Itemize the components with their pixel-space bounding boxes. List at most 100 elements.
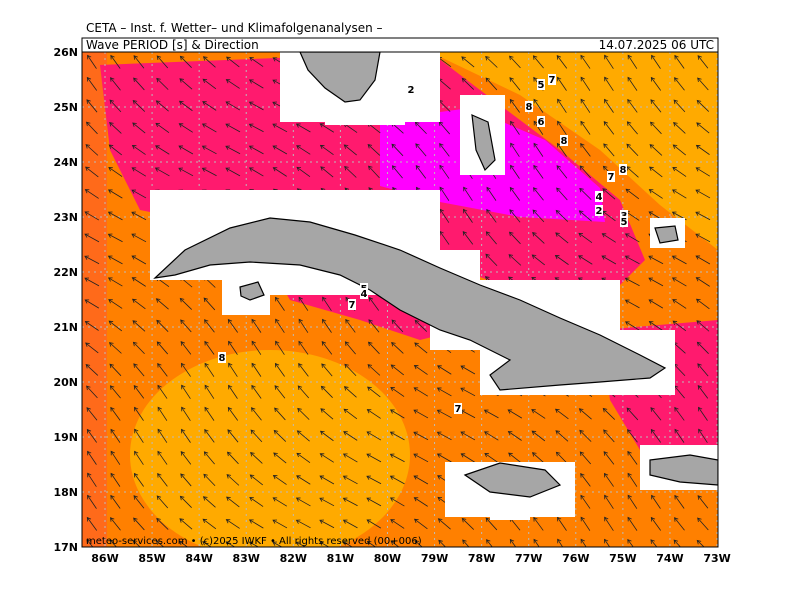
arrow [532,55,544,69]
arrow [390,387,405,397]
arrow [674,428,685,443]
arrow [179,78,193,90]
arrow [554,254,569,265]
arrow [486,186,497,201]
arrow [510,120,520,135]
header-line: CETA – Inst. f. Wetter– und Klimafolgena… [86,21,383,35]
contour-label-bg [218,352,226,363]
arrow [178,145,194,155]
land [153,52,718,498]
arrow [251,318,262,333]
arrow [343,431,358,441]
arrow [626,121,638,135]
arrow [695,277,710,287]
lat-label: 25N [53,101,78,114]
arrow [533,98,544,113]
arrow [698,428,708,443]
arrow [84,299,100,309]
arrow [156,341,169,355]
arrow [507,431,522,441]
arrow [627,76,638,91]
arrow [248,167,264,177]
arrow [648,321,663,331]
arrow [695,255,711,265]
arrow [509,209,521,223]
arrow [648,255,664,265]
arrow [84,277,100,287]
arrow [462,539,470,547]
arrow [157,384,168,399]
arrow [226,56,240,68]
arrow [298,340,309,355]
arrow [342,497,358,507]
arrow [131,167,147,177]
arrow [437,518,451,530]
arrow [555,209,569,222]
contour-label-bg [537,79,545,90]
arrow [697,517,709,531]
arrow [85,144,99,156]
arrow [203,297,216,311]
arrow [533,164,544,179]
arrow [110,428,121,443]
arrow [604,98,614,113]
arrow [414,121,427,135]
arrow [485,517,498,531]
arrow [554,408,569,420]
arrow [322,318,332,333]
arrow [580,538,587,547]
arrow [227,429,239,443]
arrow [555,232,569,244]
arrow [367,341,380,355]
arrow [178,540,189,547]
arrow [250,452,263,464]
arrow [248,541,260,547]
contour-label: 4 [361,289,368,300]
arrow [109,122,122,134]
arrow [508,254,522,266]
arrow [272,145,288,155]
map-frame [81,51,719,548]
arrow [319,123,334,133]
arrow [201,167,217,177]
arrow [86,428,97,443]
arrow [602,407,616,420]
arrow [697,384,709,399]
arrow [604,76,614,91]
arrow [86,539,94,547]
arrow [225,145,241,155]
arrow [485,77,498,91]
arrow [578,408,592,420]
contour-label-bg [407,84,415,95]
arrow [248,519,264,529]
arrow [249,497,264,507]
arrow [460,365,476,375]
arrow [226,496,240,508]
arrow [672,144,686,156]
arrow [110,517,121,531]
lon-label: 73W [703,552,730,565]
arrow [178,123,193,133]
arrow [86,516,98,531]
contour-label-bg [548,74,556,85]
arrow [179,518,193,530]
arrow [603,143,615,157]
arrow [366,541,377,547]
lat-label: 21N [53,321,78,334]
arrow [275,296,285,311]
arrow [204,319,215,333]
arrow [180,341,192,355]
arrow [463,186,473,201]
arrow [696,539,705,547]
arrow [202,78,217,90]
arrow [108,342,122,354]
arrow [627,472,638,487]
contour-label-bg [595,205,603,216]
arrow [133,77,145,91]
arrow [460,431,476,441]
arrow [156,77,169,90]
arrow [298,318,309,333]
arrow [389,431,405,441]
contour-label: 5 [538,80,545,91]
